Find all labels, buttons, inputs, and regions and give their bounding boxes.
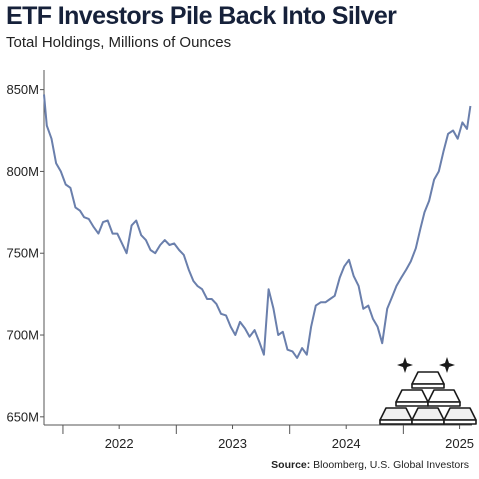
x-tick-label: 2024: [332, 436, 361, 451]
chart-title: ETF Investors Pile Back Into Silver: [6, 2, 397, 30]
source-label: Source:: [271, 459, 311, 471]
y-tick-label: 800M: [6, 164, 39, 179]
source-note: Source: Bloomberg, U.S. Global Investors: [271, 459, 469, 471]
source-text: Bloomberg, U.S. Global Investors: [310, 459, 469, 471]
series-line: [43, 94, 472, 359]
y-tick-label: 650M: [6, 409, 39, 424]
x-tick-label: 2025: [445, 436, 474, 451]
x-tick-label: 2022: [105, 436, 134, 451]
silver-bars-icon: [379, 357, 477, 425]
x-tick-label: 2023: [218, 436, 247, 451]
y-tick-label: 850M: [6, 82, 39, 97]
chart-subtitle: Total Holdings, Millions of Ounces: [6, 34, 232, 51]
y-tick-label: 750M: [6, 246, 39, 261]
y-tick-label: 700M: [6, 328, 39, 343]
x-axis: 2022 2023 2024 2025: [44, 424, 474, 451]
y-axis: 650M 700M 750M 800M 850M: [6, 70, 45, 425]
